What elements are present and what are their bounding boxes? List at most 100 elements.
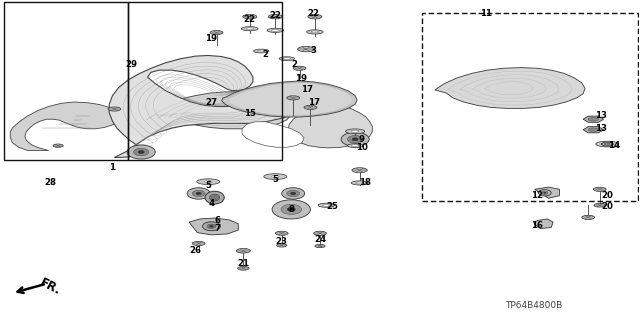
Ellipse shape — [267, 28, 284, 32]
Text: 2: 2 — [262, 50, 269, 59]
Ellipse shape — [315, 244, 325, 248]
Ellipse shape — [246, 28, 253, 30]
Ellipse shape — [283, 58, 291, 60]
Polygon shape — [601, 142, 614, 146]
Ellipse shape — [604, 143, 611, 145]
Ellipse shape — [257, 50, 265, 52]
Text: 24: 24 — [314, 235, 326, 244]
Text: 23: 23 — [276, 237, 288, 246]
Ellipse shape — [196, 179, 220, 185]
Ellipse shape — [348, 144, 363, 148]
Ellipse shape — [541, 191, 548, 195]
Ellipse shape — [308, 14, 322, 19]
Ellipse shape — [271, 29, 279, 31]
Ellipse shape — [207, 224, 216, 228]
Ellipse shape — [348, 135, 363, 143]
Ellipse shape — [287, 190, 300, 197]
Ellipse shape — [108, 107, 121, 111]
Ellipse shape — [281, 204, 301, 214]
Text: 5: 5 — [273, 175, 278, 184]
Ellipse shape — [287, 96, 300, 100]
Ellipse shape — [243, 14, 257, 19]
Ellipse shape — [307, 30, 323, 34]
Text: 22: 22 — [269, 11, 282, 20]
Text: 22: 22 — [244, 15, 256, 24]
Ellipse shape — [237, 267, 249, 270]
Polygon shape — [242, 122, 304, 147]
Ellipse shape — [318, 203, 335, 207]
Text: 11: 11 — [480, 9, 492, 18]
Ellipse shape — [287, 207, 295, 212]
Polygon shape — [583, 116, 604, 122]
Ellipse shape — [53, 144, 63, 147]
Text: 21: 21 — [237, 259, 250, 268]
Ellipse shape — [210, 225, 213, 227]
Text: 20: 20 — [602, 202, 613, 211]
Ellipse shape — [271, 176, 279, 178]
Ellipse shape — [594, 204, 605, 207]
Polygon shape — [534, 219, 553, 228]
Ellipse shape — [341, 132, 369, 146]
Ellipse shape — [196, 192, 201, 195]
Ellipse shape — [192, 241, 205, 245]
Ellipse shape — [276, 244, 287, 247]
Ellipse shape — [604, 143, 611, 145]
Text: 19: 19 — [205, 35, 218, 44]
Text: 7: 7 — [215, 224, 221, 233]
Ellipse shape — [192, 190, 205, 197]
Text: 16: 16 — [531, 221, 543, 230]
Text: 8: 8 — [288, 205, 294, 214]
Ellipse shape — [311, 31, 319, 33]
Text: 27: 27 — [205, 98, 218, 107]
Text: 18: 18 — [358, 178, 371, 187]
Text: TP64B4800B: TP64B4800B — [505, 301, 563, 310]
Text: 9: 9 — [358, 135, 365, 144]
Ellipse shape — [351, 130, 359, 132]
Bar — [4, 2, 129, 160]
Polygon shape — [135, 92, 291, 129]
Ellipse shape — [582, 215, 595, 220]
Ellipse shape — [268, 14, 282, 19]
Polygon shape — [288, 100, 372, 148]
Ellipse shape — [596, 141, 619, 147]
Text: 20: 20 — [602, 190, 613, 200]
Ellipse shape — [538, 190, 551, 196]
Ellipse shape — [314, 231, 326, 235]
Text: 17: 17 — [308, 98, 319, 107]
Text: 15: 15 — [244, 109, 256, 118]
Ellipse shape — [588, 128, 598, 132]
Ellipse shape — [134, 148, 149, 156]
Ellipse shape — [282, 188, 305, 199]
Polygon shape — [109, 55, 323, 157]
Ellipse shape — [187, 188, 210, 199]
Text: 14: 14 — [608, 141, 620, 150]
Ellipse shape — [202, 222, 220, 231]
Ellipse shape — [127, 145, 156, 159]
Text: FR.: FR. — [38, 276, 63, 298]
Bar — [422, 13, 638, 201]
Ellipse shape — [272, 200, 310, 219]
Ellipse shape — [593, 187, 606, 191]
Polygon shape — [10, 102, 124, 150]
Ellipse shape — [304, 105, 317, 109]
Text: 5: 5 — [205, 181, 211, 190]
Ellipse shape — [205, 191, 224, 204]
Ellipse shape — [356, 182, 364, 184]
Text: 13: 13 — [595, 111, 607, 120]
Text: 17: 17 — [301, 85, 314, 94]
Ellipse shape — [210, 30, 223, 35]
Ellipse shape — [236, 249, 250, 253]
Ellipse shape — [138, 150, 144, 154]
Ellipse shape — [588, 117, 598, 121]
Text: 6: 6 — [215, 216, 221, 225]
Ellipse shape — [264, 174, 287, 180]
Ellipse shape — [323, 204, 330, 206]
Ellipse shape — [543, 192, 546, 194]
Ellipse shape — [209, 194, 220, 201]
Polygon shape — [435, 68, 585, 108]
Ellipse shape — [351, 145, 359, 147]
Bar — [129, 2, 282, 160]
Text: 19: 19 — [295, 74, 307, 83]
Text: 10: 10 — [356, 143, 367, 152]
Ellipse shape — [275, 231, 288, 235]
